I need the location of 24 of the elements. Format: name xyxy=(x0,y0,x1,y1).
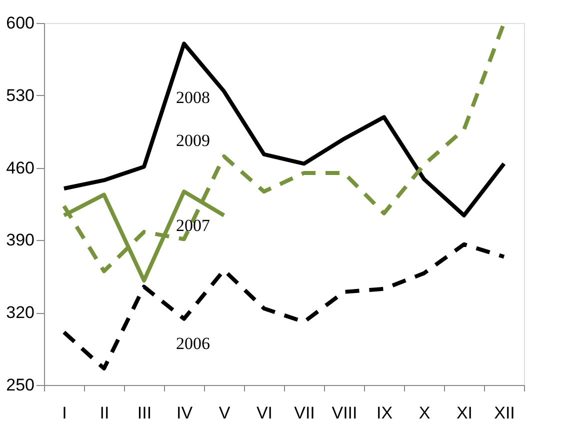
annotation: 2007 xyxy=(176,216,210,235)
x-tick-label: IX xyxy=(376,404,393,422)
annotation: 2006 xyxy=(176,334,210,353)
annotation: 2009 xyxy=(176,131,210,150)
line-series xyxy=(62,242,506,370)
y-tick-label: 250 xyxy=(6,376,34,394)
x-tick-label: IV xyxy=(176,404,194,422)
y-tick-label: 530 xyxy=(6,86,34,105)
y-tick-label: 460 xyxy=(6,158,34,178)
x-tick-label: III xyxy=(137,404,152,422)
y-tick-label: 320 xyxy=(6,303,34,322)
x-tick-label: VIII xyxy=(332,404,358,422)
x-tick-label: V xyxy=(218,404,231,422)
annotation: 2008 xyxy=(176,88,210,107)
x-tick-label: I xyxy=(62,404,67,422)
x-tick-label: II xyxy=(100,404,110,422)
x-tick-label: VI xyxy=(256,404,273,422)
y-tick-label: 600 xyxy=(6,14,34,32)
x-tick-label: VII xyxy=(294,404,315,422)
x-tick-label: XI xyxy=(456,404,473,422)
x-tick-label: X xyxy=(418,404,430,422)
line-series xyxy=(62,42,506,218)
y-tick-label: 390 xyxy=(6,230,34,250)
x-tick-label: XII xyxy=(494,404,515,422)
